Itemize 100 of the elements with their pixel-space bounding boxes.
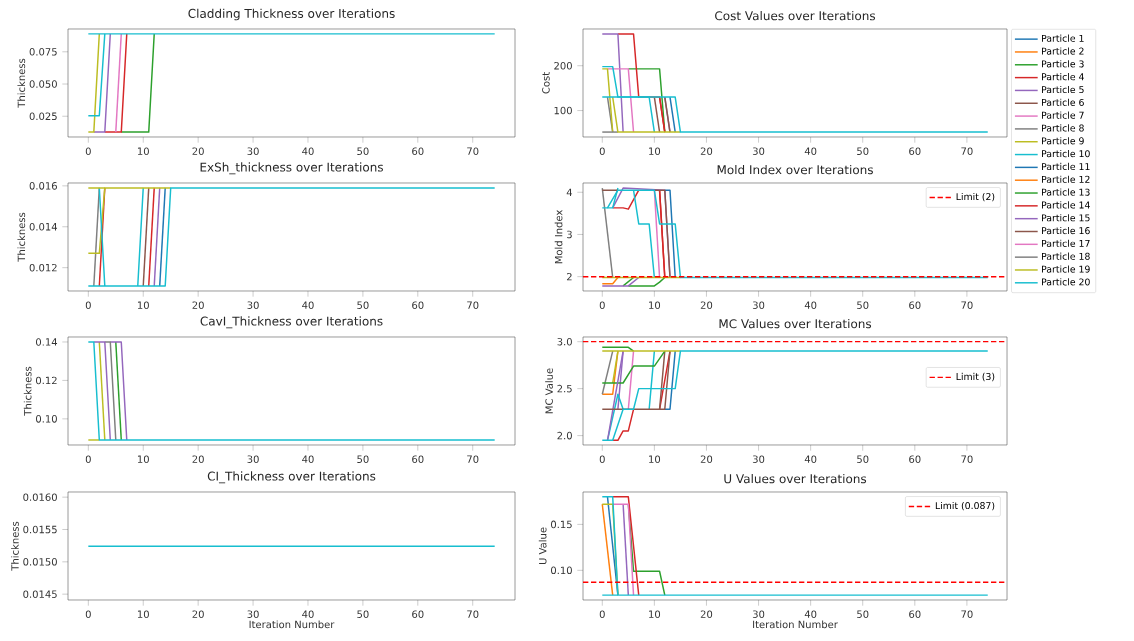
- y-tick-label: 0.15: [551, 520, 572, 529]
- y-tick-label: 0.14: [36, 338, 58, 346]
- x-tick-label: 70: [467, 455, 479, 463]
- x-tick-label: 10: [649, 455, 661, 463]
- y-axis-title: Thickness: [17, 212, 26, 262]
- x-tick-label: 0: [599, 610, 605, 618]
- chart-title: Cladding Thickness over Iterations: [188, 8, 395, 21]
- x-tick-label: 60: [412, 301, 424, 309]
- y-tick-label: 100: [554, 106, 572, 115]
- legend-label: Particle 8: [1042, 124, 1084, 132]
- legend-label: Particle 18: [1042, 252, 1090, 260]
- x-tick-label: 50: [357, 301, 369, 309]
- legend-label: Particle 19: [1042, 265, 1090, 273]
- legend-label: Particle 20: [1042, 278, 1090, 286]
- y-tick-label: 0.10: [551, 566, 572, 575]
- y-tick-label: 0.10: [36, 415, 57, 423]
- y-tick-label: 0.012: [29, 263, 57, 272]
- x-tick-label: 50: [357, 147, 369, 155]
- y-tick-label: 200: [554, 61, 572, 70]
- x-tick-label: 0: [599, 147, 605, 155]
- x-tick-label: 20: [700, 301, 713, 309]
- x-tick-label: 60: [412, 147, 424, 155]
- chart-title: MC Values over Iterations: [719, 318, 872, 329]
- x-tick-label: 70: [961, 301, 973, 309]
- legend-label: Limit (0.087): [935, 501, 995, 511]
- x-tick-label: 60: [909, 455, 921, 463]
- x-tick-label: 30: [752, 455, 765, 463]
- y-tick-label: 0.0145: [23, 590, 57, 598]
- x-tick-label: 30: [752, 147, 765, 155]
- x-tick-label: 40: [302, 147, 314, 155]
- x-tick-label: 20: [700, 610, 713, 618]
- x-tick-label: 10: [649, 610, 661, 618]
- y-axis-title: Cost: [542, 72, 550, 94]
- x-tick-label: 40: [302, 610, 314, 618]
- x-tick-label: 50: [857, 301, 869, 309]
- chart-title: Mold Index over Iterations: [717, 164, 873, 175]
- legend-label: Limit (3): [956, 372, 995, 382]
- x-tick-label: 70: [467, 301, 479, 309]
- chart-title: ExSh_thickness over Iterations: [200, 162, 383, 175]
- legend-label: Particle 15: [1042, 214, 1090, 222]
- x-tick-label: 20: [700, 455, 713, 463]
- x-tick-label: 10: [137, 455, 149, 463]
- x-tick-label: 20: [192, 610, 204, 618]
- y-tick-label: 0.12: [36, 376, 57, 385]
- x-tick-label: 10: [137, 301, 149, 309]
- y-tick-label: 0.075: [29, 48, 57, 56]
- x-tick-label: 10: [137, 147, 149, 155]
- x-tick-label: 0: [599, 301, 605, 309]
- x-tick-label: 20: [192, 147, 204, 155]
- legend-label: Particle 7: [1042, 111, 1084, 119]
- chart-title: CavI_Thickness over Iterations: [200, 316, 383, 329]
- x-tick-label: 20: [192, 301, 204, 309]
- x-tick-label: 40: [804, 455, 817, 463]
- x-tick-label: 40: [302, 301, 314, 309]
- legend-label: Particle 2: [1042, 47, 1084, 55]
- y-axis-title: Thickness: [17, 58, 26, 108]
- y-tick-label: 0.014: [29, 222, 58, 231]
- y-axis-title: U Value: [538, 527, 547, 565]
- y-axis-title: Mold Index: [554, 210, 563, 264]
- x-tick-label: 30: [752, 301, 765, 309]
- legend-label: Particle 5: [1042, 85, 1084, 94]
- legend-label: Particle 16: [1042, 226, 1090, 235]
- legend-label: Particle 12: [1042, 175, 1090, 183]
- x-tick-label: 0: [85, 610, 91, 618]
- y-tick-label: 0.0160: [23, 493, 57, 501]
- legend-label: Particle 11: [1042, 162, 1090, 171]
- legend-label: Particle 10: [1042, 150, 1090, 158]
- chart-title: CI_Thickness over Iterations: [207, 471, 376, 484]
- x-tick-label: 70: [961, 455, 973, 463]
- x-tick-label: 70: [467, 610, 479, 618]
- x-tick-label: 60: [909, 301, 921, 309]
- x-tick-label: 0: [599, 455, 605, 463]
- legend-label: Particle 4: [1042, 73, 1084, 81]
- x-tick-label: 40: [804, 610, 817, 618]
- x-tick-label: 60: [412, 610, 424, 618]
- x-axis-title: Iteration Number: [753, 620, 838, 629]
- x-tick-label: 0: [85, 455, 91, 463]
- y-tick-label: 0.016: [29, 182, 57, 190]
- x-tick-label: 70: [961, 610, 973, 618]
- chart-title: U Values over Iterations: [724, 473, 867, 484]
- x-tick-label: 30: [247, 610, 259, 618]
- x-tick-label: 20: [700, 147, 713, 155]
- x-tick-label: 30: [247, 455, 259, 463]
- x-tick-label: 60: [909, 147, 921, 155]
- x-tick-label: 60: [909, 610, 921, 618]
- y-tick-label: 0.025: [29, 112, 57, 121]
- y-axis-title: MC Value: [545, 368, 553, 414]
- x-tick-label: 40: [804, 147, 817, 155]
- legend-label: Particle 3: [1042, 60, 1084, 68]
- x-tick-label: 50: [357, 610, 369, 618]
- x-tick-label: 0: [85, 147, 91, 155]
- y-tick-label: 2: [566, 272, 572, 281]
- legend-label: Limit (2): [956, 192, 995, 202]
- legend-label: Particle 1: [1042, 34, 1084, 42]
- x-tick-label: 10: [649, 301, 661, 309]
- x-tick-label: 50: [857, 455, 869, 463]
- x-axis-title: Iteration Number: [249, 620, 335, 629]
- y-tick-label: 3: [567, 230, 572, 239]
- y-tick-label: 3.0: [557, 337, 572, 346]
- y-tick-label: 2.0: [557, 431, 572, 440]
